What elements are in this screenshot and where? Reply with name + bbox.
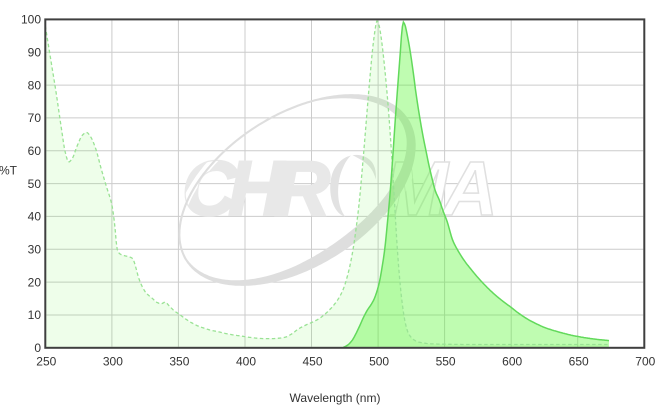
svg-text:100: 100 [21, 13, 41, 27]
svg-text:70: 70 [28, 111, 42, 125]
svg-text:0: 0 [34, 341, 41, 355]
svg-text:550: 550 [436, 355, 456, 369]
svg-text:300: 300 [103, 355, 123, 369]
svg-text:MA: MA [384, 146, 498, 232]
svg-text:400: 400 [236, 355, 256, 369]
svg-text:600: 600 [502, 355, 522, 369]
svg-text:50: 50 [28, 177, 42, 191]
svg-text:700: 700 [635, 355, 655, 369]
svg-text:90: 90 [28, 45, 42, 59]
svg-text:CHR: CHR [182, 146, 330, 232]
svg-text:500: 500 [369, 355, 389, 369]
svg-text:%T: %T [0, 164, 18, 178]
svg-text:20: 20 [28, 275, 42, 289]
svg-text:350: 350 [169, 355, 189, 369]
svg-text:60: 60 [28, 144, 42, 158]
svg-text:30: 30 [28, 243, 42, 257]
svg-text:80: 80 [28, 78, 42, 92]
svg-text:Wavelength (nm): Wavelength (nm) [290, 391, 381, 405]
svg-text:250: 250 [36, 355, 56, 369]
svg-text:10: 10 [28, 308, 42, 322]
svg-text:450: 450 [302, 355, 322, 369]
svg-text:40: 40 [28, 210, 42, 224]
svg-text:650: 650 [569, 355, 589, 369]
